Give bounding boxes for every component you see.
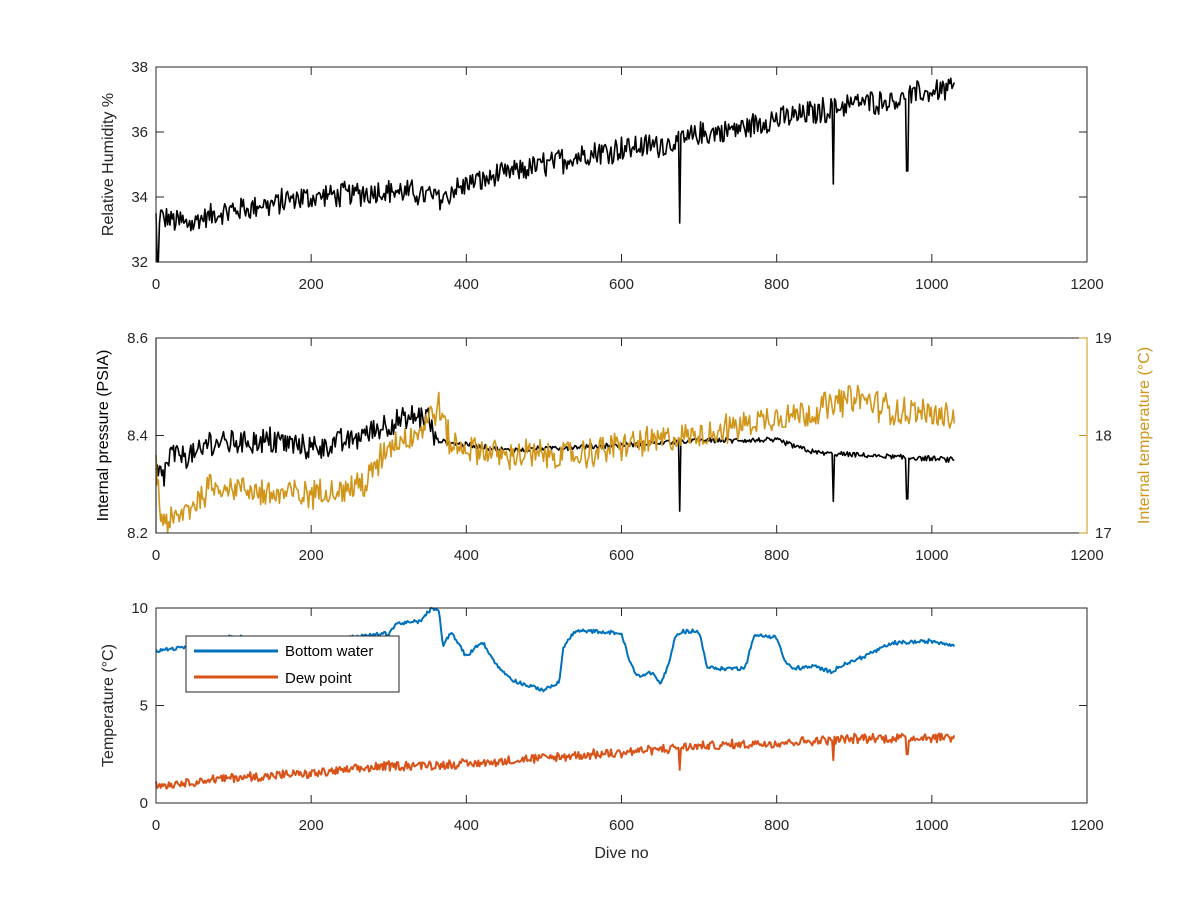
series-line-0-0 <box>155 77 956 263</box>
y-tick-label: 8.6 <box>127 330 148 347</box>
legend-label-bottom-water: Bottom water <box>285 643 373 660</box>
x-tick-label: 400 <box>454 817 479 834</box>
y-tick-label: 38 <box>131 59 148 76</box>
legend-box <box>185 635 400 693</box>
series-line-2-1 <box>155 732 956 790</box>
y-tick-label: 5 <box>140 698 148 715</box>
x-tick-label: 400 <box>454 276 479 293</box>
series-line-1-0 <box>155 404 955 512</box>
y-tick-label: 8.2 <box>127 525 148 542</box>
x-tick-label: 1200 <box>1070 276 1103 293</box>
panel-humidity: 0 200 400 600 800 1000 1200 32 34 36 38 Relative H… <box>100 59 1104 293</box>
y-tick-label: 10 <box>131 600 148 617</box>
y2-tick-label: 18 <box>1095 428 1112 445</box>
x-tick-label: 600 <box>609 817 634 834</box>
pressure-y-axis-label: Internal pressure (PSIA) <box>95 350 112 522</box>
y2-tick-label: 17 <box>1095 525 1112 542</box>
x-tick-label: 600 <box>609 547 634 564</box>
humidity-axes: 0 200 400 600 800 1000 1200 32 34 36 38 <box>131 59 1103 293</box>
x-tick-label: 1000 <box>915 547 948 564</box>
y2-tick-label: 19 <box>1095 330 1112 347</box>
x-tick-label: 800 <box>764 817 789 834</box>
x-tick-label: 800 <box>764 547 789 564</box>
legend: Bottom water Dew point <box>185 635 400 693</box>
x-tick-label: 0 <box>152 817 160 834</box>
dive-x-axis-label: Dive no <box>594 845 648 862</box>
humidity-y-axis-label: Relative Humidity % <box>100 93 117 236</box>
y-tick-label: 34 <box>131 189 148 206</box>
temperature-axes: 0 200 400 600 800 1000 1200 0 5 10 <box>131 600 1103 834</box>
x-tick-label: 0 <box>152 547 160 564</box>
x-tick-label: 1200 <box>1070 547 1103 564</box>
plot-area-humidity <box>156 67 1087 262</box>
y-tick-label: 8.4 <box>127 428 148 445</box>
x-tick-label: 600 <box>609 276 634 293</box>
legend-label-dew-point: Dew point <box>285 670 353 687</box>
x-tick-label: 0 <box>152 276 160 293</box>
x-tick-label: 800 <box>764 276 789 293</box>
pressure-series-group <box>155 384 956 534</box>
x-tick-label: 1000 <box>915 817 948 834</box>
temperature-y2-axis-label: Internal temperature (°C) <box>1136 347 1153 524</box>
y-tick-label: 32 <box>131 254 148 271</box>
x-tick-label: 200 <box>299 817 324 834</box>
x-tick-label: 1000 <box>915 276 948 293</box>
panel-temperature: 0 200 400 600 800 1000 1200 0 5 10 Temperature (°… <box>100 600 1104 862</box>
y-tick-label: 0 <box>140 795 148 812</box>
panel-pressure: 0 200 400 600 800 1000 1200 8.2 8.4 8.6 17 18 19 Int… <box>95 330 1153 564</box>
pressure-axes: 0 200 400 600 800 1000 1200 8.2 8.4 8.6 17 18 19 <box>127 330 1112 564</box>
x-tick-label: 200 <box>299 276 324 293</box>
humidity-series-group <box>155 77 956 263</box>
temperature-y-axis-label: Temperature (°C) <box>100 644 117 767</box>
series-line-1-1 <box>155 384 956 534</box>
y-tick-label: 36 <box>131 124 148 141</box>
plot-area-pressure <box>156 338 1087 533</box>
x-tick-label: 200 <box>299 547 324 564</box>
x-tick-label: 1200 <box>1070 817 1103 834</box>
x-tick-label: 400 <box>454 547 479 564</box>
